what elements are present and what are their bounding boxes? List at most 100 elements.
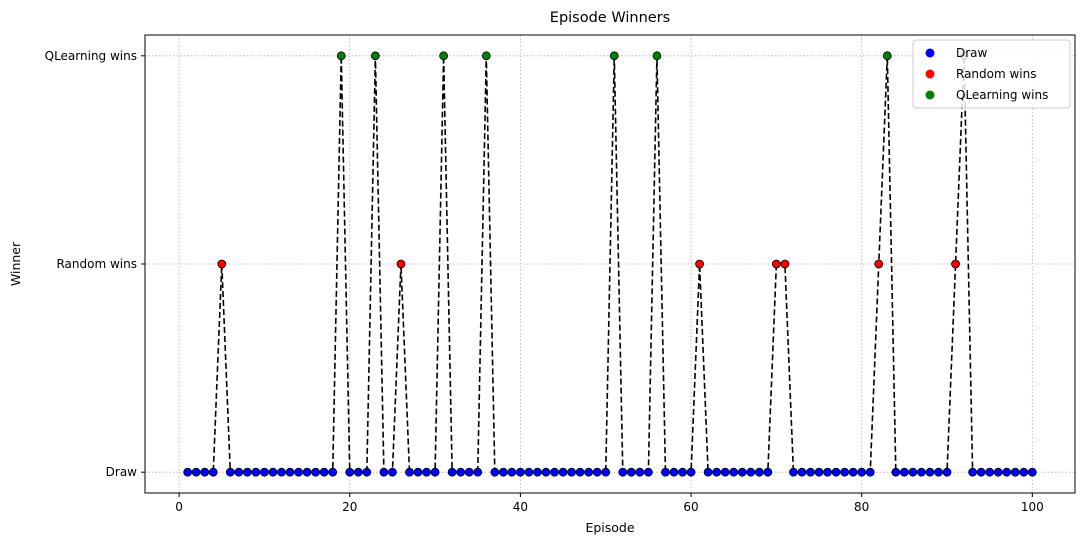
data-point xyxy=(550,467,559,477)
data-point xyxy=(686,467,696,477)
data-point xyxy=(925,467,935,477)
data-point xyxy=(345,467,355,477)
data-point xyxy=(277,467,286,477)
data-point xyxy=(968,467,978,477)
data-point xyxy=(388,467,397,477)
data-point xyxy=(789,467,798,477)
data-point xyxy=(917,467,926,477)
x-tick-label: 40 xyxy=(513,500,528,514)
data-point xyxy=(575,467,585,477)
data-point xyxy=(524,467,534,477)
data-point xyxy=(541,467,551,477)
data-point xyxy=(490,467,500,477)
data-point xyxy=(908,467,918,477)
data-point xyxy=(413,467,423,477)
data-point xyxy=(422,467,431,477)
data-point xyxy=(678,467,687,477)
x-axis-label: Episode xyxy=(585,520,634,535)
data-point xyxy=(260,467,269,477)
data-point xyxy=(976,467,986,477)
data-point xyxy=(294,467,303,477)
y-tick-label: Draw xyxy=(106,465,138,479)
data-point xyxy=(797,467,807,477)
data-point xyxy=(763,467,773,477)
data-point xyxy=(1002,467,1012,477)
data-point xyxy=(447,467,457,477)
data-point xyxy=(285,467,295,477)
data-point xyxy=(891,467,901,477)
data-point xyxy=(370,51,380,61)
data-point xyxy=(498,467,508,477)
data-point xyxy=(183,467,193,477)
data-point xyxy=(567,467,577,477)
data-point xyxy=(464,467,474,477)
data-point xyxy=(430,467,440,477)
data-point xyxy=(754,467,764,477)
data-point xyxy=(584,467,594,477)
legend-marker xyxy=(925,69,935,79)
data-point xyxy=(643,467,653,477)
y-tick-label: Random wins xyxy=(56,257,137,271)
data-point xyxy=(533,467,542,477)
legend-box xyxy=(912,39,1071,109)
data-point xyxy=(242,467,252,477)
data-point xyxy=(661,467,670,477)
data-point xyxy=(336,51,346,61)
data-point xyxy=(626,467,636,477)
data-point xyxy=(882,51,892,61)
chart-title: Episode Winners xyxy=(550,10,670,26)
data-point xyxy=(200,467,210,477)
data-point xyxy=(823,467,832,477)
y-axis-label: Winner xyxy=(8,241,23,286)
data-point xyxy=(814,467,824,477)
data-point xyxy=(225,467,235,477)
data-point xyxy=(1027,467,1037,477)
data-point xyxy=(302,467,312,477)
data-point xyxy=(720,467,730,477)
data-point xyxy=(328,467,338,477)
legend-label: QLearning wins xyxy=(956,88,1048,102)
data-points-group xyxy=(183,51,1037,477)
data-point xyxy=(729,467,739,477)
data-point xyxy=(899,467,909,477)
data-point xyxy=(865,467,875,477)
x-tick-label: 80 xyxy=(854,500,869,514)
data-point xyxy=(609,51,619,61)
data-point xyxy=(234,467,244,477)
legend: Draw Random wins QLearning wins xyxy=(912,39,1071,109)
data-point xyxy=(208,467,218,477)
data-point xyxy=(993,467,1003,477)
legend-marker xyxy=(925,48,935,58)
data-point xyxy=(652,51,662,61)
data-point xyxy=(558,467,568,477)
data-point xyxy=(771,259,781,269)
data-point xyxy=(951,259,960,269)
data-point xyxy=(507,467,517,477)
data-point xyxy=(1019,467,1029,477)
plot-frame xyxy=(144,34,1076,494)
legend-label: Random wins xyxy=(956,67,1037,81)
data-point xyxy=(601,467,611,477)
data-point xyxy=(353,467,363,477)
data-point xyxy=(857,467,867,477)
data-point xyxy=(319,467,329,477)
data-point xyxy=(481,51,491,61)
data-point xyxy=(806,467,815,477)
data-point xyxy=(217,259,227,269)
data-point xyxy=(251,467,261,477)
data-point xyxy=(516,467,525,477)
data-point xyxy=(831,467,841,477)
data-point xyxy=(311,467,321,477)
data-point xyxy=(456,467,466,477)
data-point xyxy=(780,259,790,269)
data-point xyxy=(840,467,850,477)
data-point xyxy=(695,259,704,269)
data-point xyxy=(473,467,483,477)
x-tick-label: 100 xyxy=(1021,500,1044,514)
x-tick-label: 20 xyxy=(342,500,357,514)
data-point xyxy=(268,467,278,477)
data-point xyxy=(362,467,372,477)
x-tick-label: 0 xyxy=(175,500,183,514)
